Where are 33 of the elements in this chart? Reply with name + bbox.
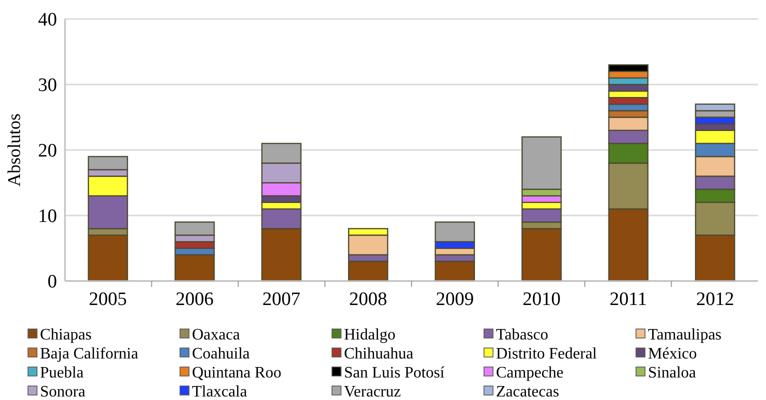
legend-label: Puebla (40, 364, 84, 382)
legend-label: Coahuila (192, 346, 250, 363)
legend-label: Tlaxcala (192, 384, 248, 400)
legend-label: México (648, 346, 697, 363)
legend-label: Tabasco (496, 326, 548, 344)
legend-label: Campeche (496, 364, 564, 382)
x-tick-label: 2011 (610, 289, 647, 310)
legend-label: Veracruz (344, 384, 401, 400)
y-tick-label: 0 (48, 272, 57, 293)
legend-label: Oaxaca (192, 326, 240, 344)
legend-label: Hidalgo (344, 326, 396, 344)
y-tick-label: 10 (38, 206, 57, 228)
legend-label: Quintana Roo (192, 364, 282, 382)
legend-label: Sinaloa (648, 364, 696, 382)
legend-label: Baja California (40, 346, 138, 363)
x-tick-label: 2007 (262, 289, 300, 310)
legend-label: San Luis Potosí (344, 364, 446, 382)
y-tick-label: 20 (38, 140, 57, 162)
x-tick-label: 2005 (88, 289, 127, 310)
x-tick-label: 2008 (349, 289, 388, 310)
x-tick-label: 2006 (176, 289, 214, 310)
x-tick-label: 2010 (522, 289, 561, 310)
legend-label: Distrito Federal (496, 346, 598, 363)
y-tick-label: 30 (38, 75, 57, 96)
legend-label: Tamaulipas (648, 326, 722, 344)
legend-label: Sonora (40, 384, 86, 400)
legend-label: Chiapas (40, 326, 92, 344)
x-tick-label: 2012 (696, 289, 734, 310)
legend-label: Zacatecas (496, 384, 560, 400)
legend-label: Chihuahua (344, 346, 414, 363)
x-tick-label: 2009 (436, 289, 474, 310)
y-axis-title: Absolutos (4, 113, 24, 187)
y-tick-label: 40 (38, 10, 57, 31)
